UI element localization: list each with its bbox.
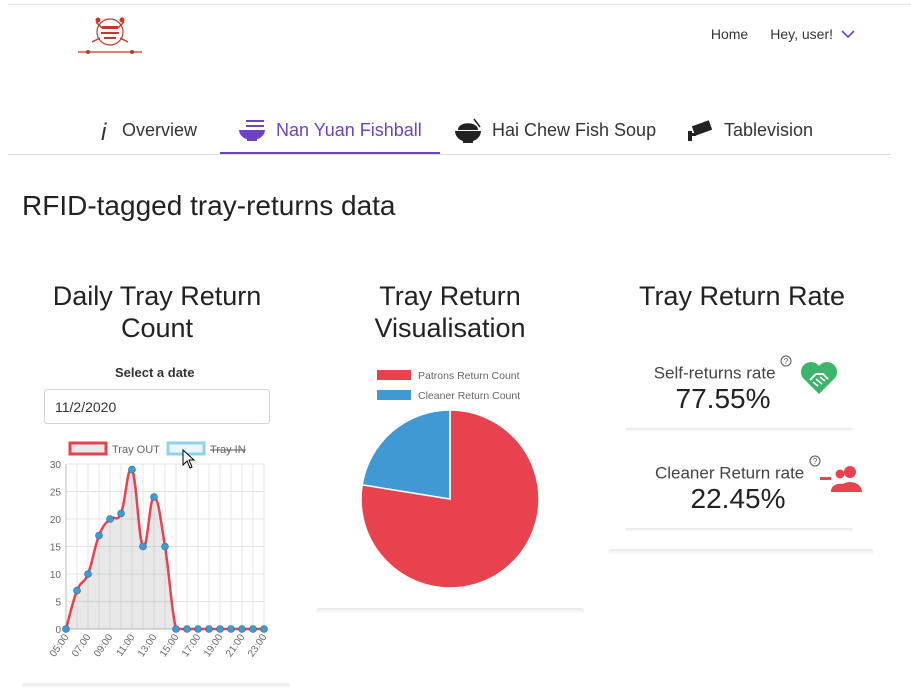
visual-card-shadow bbox=[316, 608, 584, 614]
svg-text:i: i bbox=[101, 119, 107, 143]
tab-nan-yuan-label: Nan Yuan Fishball bbox=[276, 119, 422, 140]
tray-out-point bbox=[150, 493, 158, 501]
tab-overview[interactable]: i Overview bbox=[98, 108, 197, 153]
date-label: Select a date bbox=[115, 365, 195, 380]
daily-title-line2: Count bbox=[120, 313, 194, 343]
noodle-bowl-icon bbox=[239, 120, 265, 141]
restaurant-tabs: i Overview Nan Yuan Fishball Hai Chew Fi… bbox=[8, 108, 891, 155]
self-returns-help-icon[interactable]: ? bbox=[780, 355, 792, 375]
rice-bowl-icon bbox=[455, 118, 481, 143]
y-tick-label: 20 bbox=[50, 515, 62, 526]
tray-out-point bbox=[117, 509, 125, 518]
x-tick-label: 13:00 bbox=[136, 632, 160, 659]
daily-line-chart: Tray OUT Tray IN 0 5 10 15 20 25 30 05:0007:0009:… bbox=[48, 441, 270, 659]
x-tick-label: 15:00 bbox=[158, 632, 182, 659]
rate-card-shadow bbox=[608, 549, 874, 555]
y-tick-label: 15 bbox=[50, 543, 62, 554]
pie-legend-label: Patrons Return Count bbox=[418, 370, 520, 382]
page-title: RFID-tagged tray-returns data bbox=[22, 190, 396, 221]
top-nav: Home Hey, user! bbox=[711, 26, 855, 42]
daily-card-shadow bbox=[22, 683, 290, 689]
tab-overview-label: Overview bbox=[122, 120, 198, 140]
tab-nan-yuan-fishball[interactable]: Nan Yuan Fishball bbox=[220, 108, 440, 154]
tray-out-point bbox=[161, 542, 169, 551]
x-tick-label: 05:00 bbox=[48, 632, 72, 659]
legend-tray-out-label: Tray OUT bbox=[112, 444, 160, 456]
pie-legend-swatch bbox=[377, 390, 411, 400]
cleaner-return-label: Cleaner Return rate bbox=[654, 463, 805, 483]
y-tick-label: 30 bbox=[50, 460, 62, 471]
pie-legend-label: Cleaner Return Count bbox=[418, 390, 520, 402]
legend-tray-out-swatch bbox=[68, 441, 108, 456]
x-tick-label: 19:00 bbox=[202, 632, 226, 659]
self-returns-help-symbol: ? bbox=[784, 357, 789, 366]
tab-hai-chew-fish-soup[interactable]: Hai Chew Fish Soup bbox=[454, 108, 656, 153]
self-returns-value: 77.55% bbox=[675, 383, 771, 415]
daily-title-line1: Daily Tray Return bbox=[52, 281, 262, 311]
x-tick-label: 21:00 bbox=[224, 632, 248, 659]
tray-out-point bbox=[84, 570, 92, 578]
tray-out-point bbox=[249, 625, 257, 633]
security-camera-icon bbox=[688, 119, 713, 141]
y-tick-label: 10 bbox=[50, 570, 62, 581]
tray-out-point bbox=[73, 586, 81, 595]
heart-handshake-icon bbox=[801, 362, 837, 394]
x-tick-label: 17:00 bbox=[180, 632, 204, 659]
self-returns-block: Self-returns rate ? 77.55% bbox=[640, 355, 806, 415]
user-menu-label: Hey, user! bbox=[770, 26, 833, 42]
x-tick-label: 11:00 bbox=[115, 632, 138, 659]
y-tick-label: 5 bbox=[55, 598, 61, 609]
self-returns-divider bbox=[625, 428, 853, 432]
tray-out-point bbox=[62, 625, 70, 633]
cleaner-return-divider bbox=[625, 528, 853, 532]
legend-tray-in-label: Tray IN bbox=[210, 444, 246, 456]
tray-out-point bbox=[128, 465, 136, 474]
tab-hai-chew-label: Hai Chew Fish Soup bbox=[492, 120, 657, 140]
self-returns-label: Self-returns rate bbox=[653, 363, 776, 383]
visual-title-line1: Tray Return bbox=[379, 281, 521, 311]
tray-out-point bbox=[172, 625, 180, 633]
cleaner-return-value: 22.45% bbox=[690, 483, 786, 515]
cleaner-return-help-symbol: ? bbox=[813, 457, 818, 466]
info-icon: i bbox=[101, 119, 107, 143]
y-tick-label: 0 bbox=[55, 625, 61, 636]
users-icon bbox=[820, 466, 862, 492]
tray-return-pie-chart: Patrons Return Count Cleaner Return Count bbox=[360, 370, 540, 589]
rate-card-title: Tray Return Rate bbox=[638, 281, 846, 311]
tray-out-point bbox=[139, 542, 147, 551]
nav-home-link[interactable]: Home bbox=[710, 26, 749, 42]
tray-out-point bbox=[106, 515, 114, 523]
tray-out-point bbox=[95, 531, 103, 540]
y-tick-label: 25 bbox=[50, 488, 62, 499]
user-menu[interactable]: Hey, user! bbox=[770, 26, 855, 42]
tray-out-point bbox=[238, 625, 246, 633]
tray-out-point bbox=[216, 625, 224, 633]
visual-title-line2: Visualisation bbox=[374, 313, 526, 343]
tab-tablevision-label: Tablevision bbox=[724, 120, 814, 140]
visual-card-title: Tray Return Visualisation bbox=[320, 280, 580, 344]
tray-out-point bbox=[194, 625, 202, 633]
top-border bbox=[8, 4, 911, 5]
tab-tablevision[interactable]: Tablevision bbox=[684, 108, 813, 153]
daily-card-title: Daily Tray Return Count bbox=[30, 280, 284, 344]
mouse-cursor-icon bbox=[182, 449, 196, 469]
tray-out-point bbox=[227, 625, 235, 633]
chevron-down-icon bbox=[841, 29, 855, 38]
x-tick-label: 09:00 bbox=[92, 632, 116, 659]
x-tick-label: 07:00 bbox=[70, 632, 94, 659]
x-tick-label: 23:00 bbox=[246, 632, 270, 659]
cleaner-return-help-icon[interactable]: ? bbox=[809, 455, 821, 475]
tray-out-point bbox=[205, 625, 213, 633]
cleaner-return-block: Cleaner Return rate ? 22.45% bbox=[640, 455, 836, 515]
tray-out-point bbox=[183, 625, 191, 633]
brand-logo[interactable] bbox=[74, 12, 146, 56]
tray-out-point bbox=[260, 625, 268, 633]
pie-slice bbox=[361, 409, 451, 500]
date-input[interactable] bbox=[44, 389, 270, 424]
pie-legend-swatch bbox=[377, 370, 411, 380]
